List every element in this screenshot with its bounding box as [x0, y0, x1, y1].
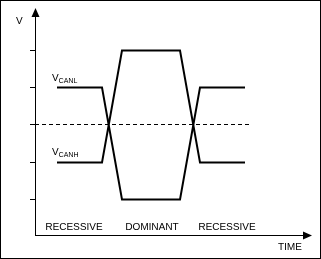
signal-label: VCANH	[52, 147, 79, 159]
signal-name: V	[52, 147, 59, 158]
phase-label: RECESSIVE	[198, 222, 256, 233]
x-label: TIME	[278, 242, 302, 253]
canh-trace	[57, 49, 245, 164]
x-arrow	[303, 231, 312, 240]
signal-name: V	[52, 73, 59, 84]
canl-trace	[57, 86, 245, 201]
y-label: V	[16, 16, 23, 27]
phase-label: DOMINANT	[125, 222, 178, 233]
y-arrow	[31, 8, 40, 17]
signal-label: VCANL	[52, 73, 77, 85]
phase-label: RECESSIVE	[45, 222, 103, 233]
signal-subscript: CANL	[59, 78, 78, 85]
signal-subscript: CANH	[59, 152, 79, 159]
